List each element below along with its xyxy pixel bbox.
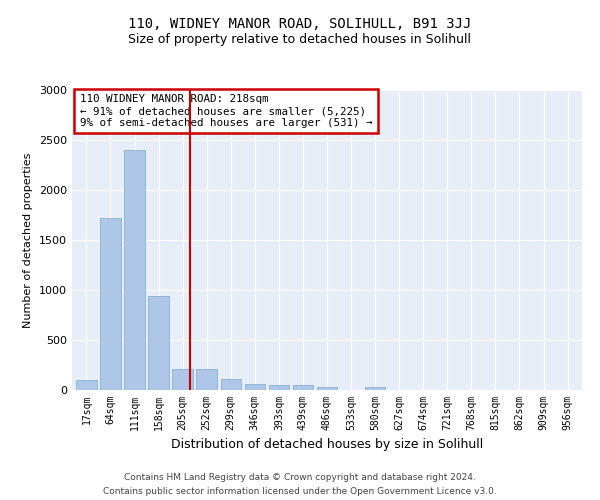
Text: 110, WIDNEY MANOR ROAD, SOLIHULL, B91 3JJ: 110, WIDNEY MANOR ROAD, SOLIHULL, B91 3J… xyxy=(128,18,472,32)
Bar xyxy=(124,150,145,390)
Bar xyxy=(317,387,337,390)
Text: Contains public sector information licensed under the Open Government Licence v3: Contains public sector information licen… xyxy=(103,488,497,496)
Bar xyxy=(221,378,241,390)
Y-axis label: Number of detached properties: Number of detached properties xyxy=(23,152,34,328)
Bar xyxy=(293,385,313,390)
Text: 110 WIDNEY MANOR ROAD: 218sqm
← 91% of detached houses are smaller (5,225)
9% of: 110 WIDNEY MANOR ROAD: 218sqm ← 91% of d… xyxy=(80,94,372,128)
Bar xyxy=(269,385,289,390)
Bar xyxy=(76,380,97,390)
Bar xyxy=(365,387,385,390)
Bar xyxy=(100,218,121,390)
Bar xyxy=(196,368,217,390)
X-axis label: Distribution of detached houses by size in Solihull: Distribution of detached houses by size … xyxy=(171,438,483,452)
Bar xyxy=(148,296,169,390)
Bar xyxy=(245,384,265,390)
Bar xyxy=(172,369,193,390)
Text: Contains HM Land Registry data © Crown copyright and database right 2024.: Contains HM Land Registry data © Crown c… xyxy=(124,472,476,482)
Text: Size of property relative to detached houses in Solihull: Size of property relative to detached ho… xyxy=(128,32,472,46)
